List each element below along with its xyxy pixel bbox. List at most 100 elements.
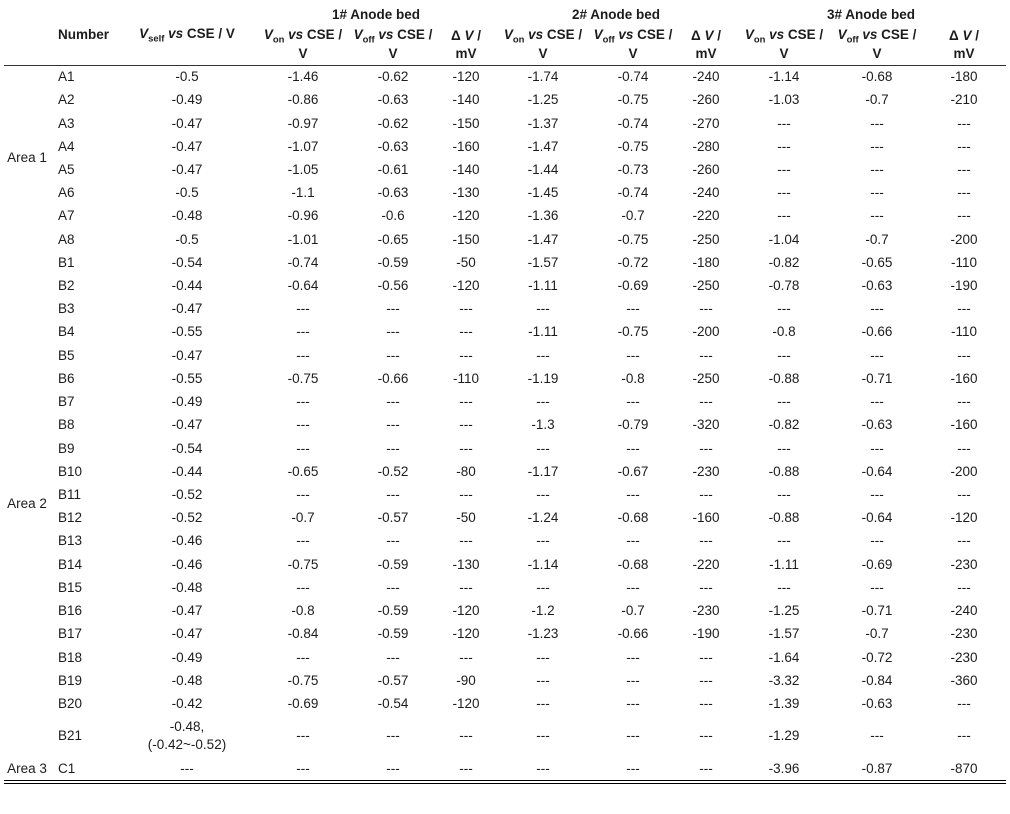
data-cell: -0.74 — [287, 254, 319, 270]
data-cell: --- — [386, 533, 400, 549]
row-number: B7 — [58, 394, 75, 410]
data-cell: --- — [870, 115, 884, 131]
data-cell: -240 — [692, 69, 720, 85]
data-cell: -120 — [452, 603, 480, 619]
table-row: B4 -0.55 --- --- --- -1.11 -0.75 -200 -0.8 -0.66 -… — [4, 321, 1006, 344]
data-cell: -270 — [692, 115, 720, 131]
data-cell: -0.73 — [617, 161, 649, 177]
table-row: B14 -0.46 -0.75 -0.59 -130 -1.14 -0.68 -220 -1.1… — [4, 553, 1006, 576]
data-cell: -1.74 — [527, 69, 559, 85]
data-cell: -0.65 — [377, 231, 409, 247]
data-cell: -120 — [452, 69, 480, 85]
row-number: B10 — [58, 463, 83, 479]
data-cell: -250 — [692, 370, 720, 386]
col-header-number: Number — [58, 26, 110, 42]
dv-unit: / — [473, 27, 481, 43]
vself-value: -0.47 — [171, 301, 203, 317]
data-cell: -180 — [950, 69, 978, 85]
data-cell: --- — [386, 760, 400, 776]
data-cell: -1.11 — [528, 324, 558, 340]
von-unit: CSE / — [787, 27, 824, 43]
data-cell: -0.75 — [287, 556, 319, 572]
data-cell: --- — [386, 347, 400, 363]
data-cell: -160 — [950, 370, 978, 386]
data-cell: -0.8 — [772, 324, 796, 340]
data-cell: -3.96 — [768, 760, 800, 776]
data-cell: -1.29 — [768, 728, 800, 744]
data-cell: -160 — [950, 417, 978, 433]
row-number: B14 — [58, 556, 83, 572]
group-header-anode-bed-1: 1# Anode bed — [331, 7, 420, 22]
table-row: A2 -0.49 -0.86 -0.63 -140 -1.25 -0.75 -260 -1.03… — [4, 89, 1006, 112]
row-number: B20 — [58, 695, 83, 711]
row-number: B15 — [58, 579, 83, 595]
voff-subscript: off — [602, 34, 615, 46]
row-number: B11 — [58, 487, 82, 503]
data-cell: -0.84 — [287, 626, 319, 642]
table-row: B10 -0.44 -0.65 -0.52 -80 -1.17 -0.67 -230 -0.88… — [4, 460, 1006, 483]
data-cell: -1.64 — [768, 649, 800, 665]
data-cell: --- — [699, 672, 713, 688]
vself-value: -0.47 — [171, 417, 203, 433]
data-cell: -230 — [950, 556, 978, 572]
data-cell: -1.25 — [768, 603, 800, 619]
row-number: A7 — [58, 208, 75, 224]
data-cell: -0.68 — [617, 510, 649, 526]
data-cell: --- — [536, 347, 550, 363]
area-column-header — [4, 3, 50, 65]
data-cell: -0.82 — [768, 254, 800, 270]
data-cell: -260 — [692, 92, 720, 108]
table-row: B9 -0.54 --- --- --- --- --- --- --- --- --- — [4, 437, 1006, 460]
row-number: B6 — [58, 370, 75, 386]
data-cell: -870 — [950, 760, 978, 776]
voff-unit-line2: V — [388, 46, 398, 62]
data-cell: -0.66 — [377, 370, 409, 386]
data-cell: --- — [536, 695, 550, 711]
col-header-voff-3: Voff vs CSE / V — [832, 25, 922, 65]
data-cell: --- — [536, 487, 550, 503]
data-cell: -240 — [692, 185, 720, 201]
table-row: A5 -0.47 -1.05 -0.61 -140 -1.44 -0.73 -260 --- --… — [4, 158, 1006, 181]
data-cell: --- — [626, 347, 640, 363]
vself-value: -0.55 — [171, 370, 203, 386]
data-cell: -160 — [692, 510, 720, 526]
voff-symbol: V — [353, 27, 363, 43]
data-cell: -1.46 — [287, 69, 319, 85]
table-row: Area 1 A1 -0.5 -1.46 -0.62 -120 -1.74 -0.74 -240… — [4, 65, 1006, 165]
von-symbol: V — [263, 27, 273, 43]
table-row: B19 -0.48 -0.75 -0.57 -90 --- --- --- -3.32 -0.84… — [4, 669, 1006, 692]
data-cell: -0.63 — [377, 138, 409, 154]
data-cell: -130 — [452, 556, 480, 572]
vself-value: -0.52 — [171, 487, 203, 503]
data-cell: --- — [459, 487, 473, 503]
data-cell: --- — [626, 728, 640, 744]
data-cell: -250 — [692, 231, 720, 247]
row-number: A4 — [58, 138, 75, 154]
data-cell: -200 — [692, 324, 720, 340]
data-cell: -0.69 — [617, 278, 649, 294]
data-cell: --- — [957, 161, 971, 177]
data-cell: -0.7 — [865, 626, 889, 642]
data-cell: --- — [296, 440, 310, 456]
data-cell: -0.65 — [861, 254, 893, 270]
data-cell: --- — [386, 649, 400, 665]
data-cell: --- — [957, 440, 971, 456]
dv-unit: / — [713, 27, 721, 43]
data-cell: --- — [699, 649, 713, 665]
table-row: A8 -0.5 -1.01 -0.65 -150 -1.47 -0.75 -250 -1.04 -… — [4, 228, 1006, 251]
row-number: B4 — [58, 324, 75, 340]
data-cell: -0.82 — [768, 417, 800, 433]
voff-subscript: off — [846, 34, 859, 46]
data-cell: -130 — [452, 185, 480, 201]
vself-value: -0.48 — [171, 208, 203, 224]
data-cell: --- — [626, 579, 640, 595]
von-subscript: on — [753, 34, 766, 46]
data-cell: --- — [536, 440, 550, 456]
data-cell: --- — [957, 115, 971, 131]
data-cell: --- — [459, 301, 473, 317]
data-cell: -0.8 — [621, 370, 645, 386]
data-cell: -0.71 — [861, 603, 893, 619]
data-cell: -1.07 — [287, 138, 319, 154]
data-cell: --- — [699, 533, 713, 549]
row-number: B13 — [58, 533, 83, 549]
